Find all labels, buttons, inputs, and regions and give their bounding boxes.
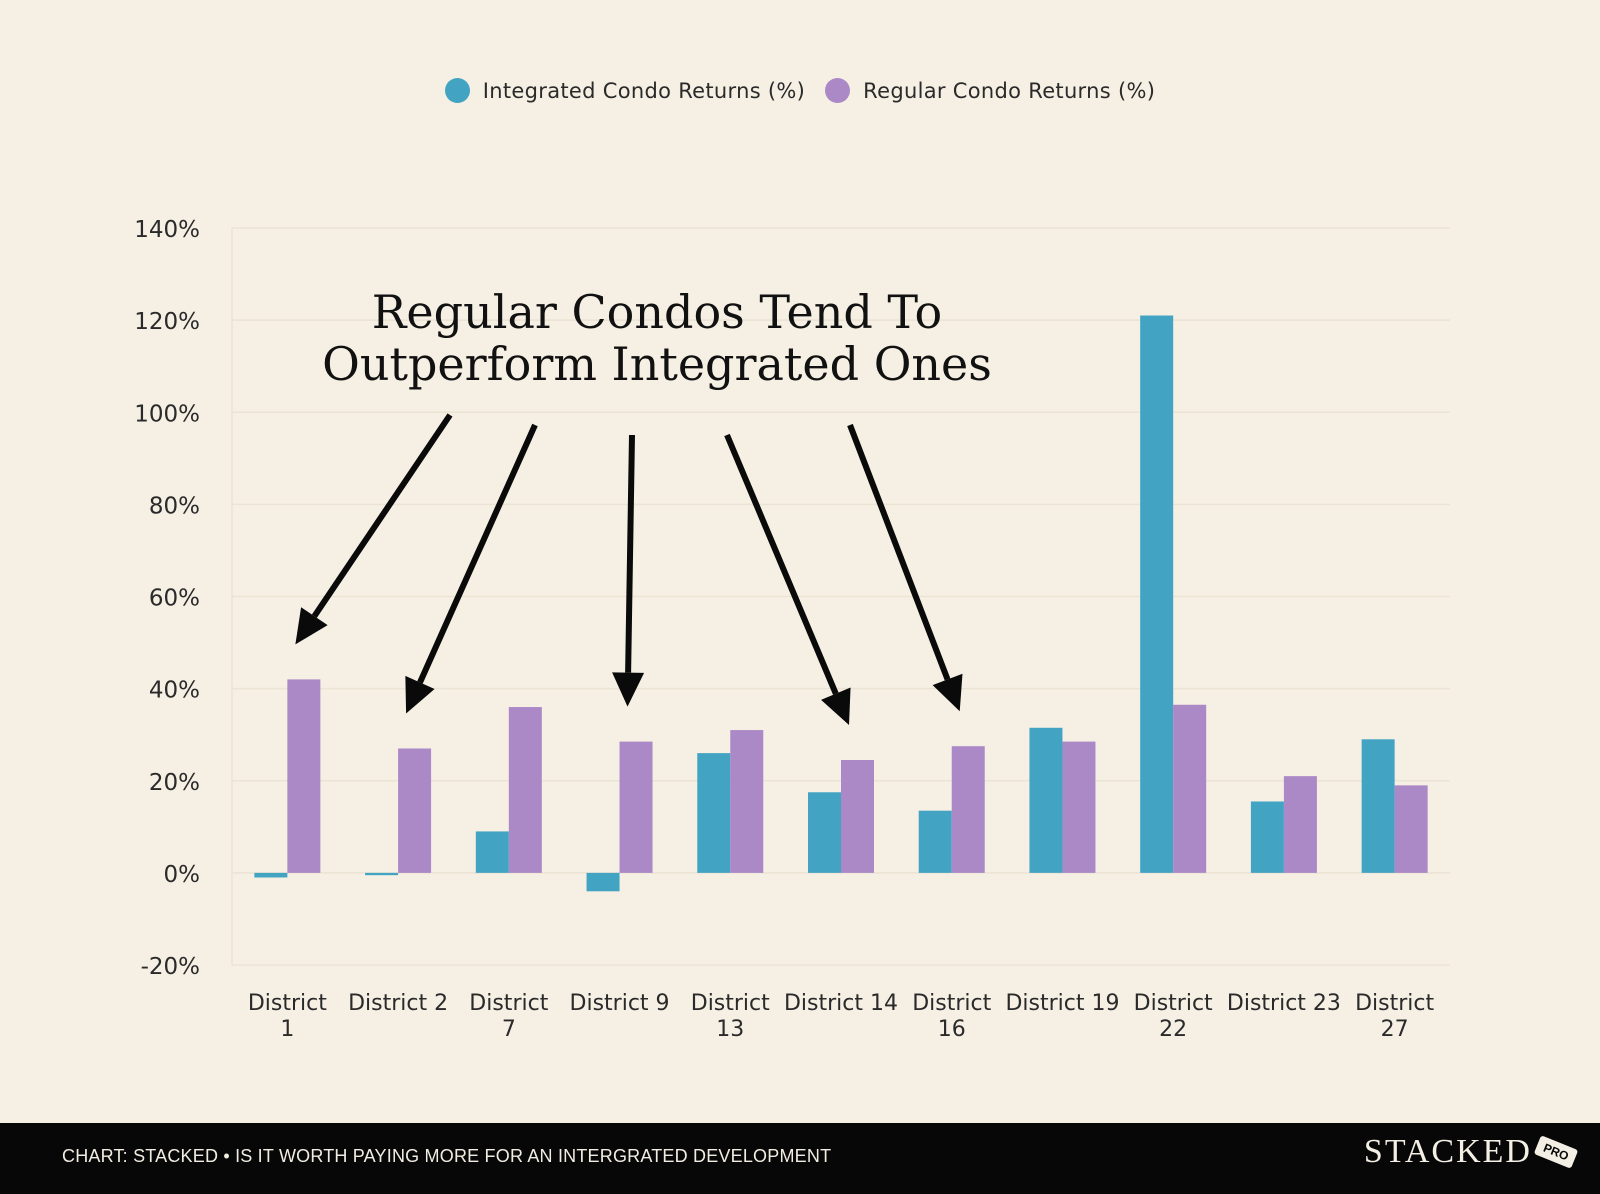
x-tick-label: District 7 <box>469 991 548 1042</box>
bar-regular <box>1283 776 1317 873</box>
bar-integrated <box>365 872 399 876</box>
x-tick-label: District 9 <box>570 991 670 1016</box>
x-tick-label: District 16 <box>912 991 991 1042</box>
legend: Integrated Condo Returns (%) Regular Con… <box>0 78 1600 103</box>
annotation-arrow-head <box>932 673 963 712</box>
brand-logo[interactable]: STACKED PRO <box>1363 1133 1579 1171</box>
bar-integrated <box>1250 801 1284 873</box>
legend-item-integrated[interactable]: Integrated Condo Returns (%) <box>444 78 806 103</box>
bar-regular <box>841 760 874 873</box>
annotation-arrow-head <box>405 675 435 714</box>
pro-badge: PRO <box>1533 1135 1579 1169</box>
bar-chart: -20% 0% 20% 40% 60% 80% 100% 120% 140% District 1… <box>134 217 1450 1042</box>
y-tick-label: 20% <box>149 770 200 796</box>
annotation-arrow-shaft <box>311 413 453 618</box>
bar-regular <box>951 746 985 873</box>
bar-integrated <box>697 753 731 873</box>
x-tick-label: District 13 <box>691 991 770 1042</box>
bars <box>254 315 1428 892</box>
bar-regular <box>730 730 764 873</box>
annotation-arrow-shaft <box>724 433 839 695</box>
legend-label-regular: Regular Condo Returns (%) <box>863 78 1156 103</box>
regular-swatch-icon <box>825 78 851 103</box>
x-tick-label: District 14 <box>784 991 898 1016</box>
bar-regular <box>398 748 432 873</box>
bar-integrated <box>586 872 620 892</box>
footer-caption: CHART: STACKED • IS IT WORTH PAYING MORE… <box>62 1146 832 1166</box>
x-tick-label: District 19 <box>1005 991 1119 1016</box>
y-tick-label: 60% <box>149 586 200 612</box>
annotation-arrow-shaft <box>847 423 951 681</box>
annotation: Regular Condos Tend To Outperform Integr… <box>322 285 992 391</box>
y-tick-label: 40% <box>149 678 200 704</box>
legend-item-regular[interactable]: Regular Condo Returns (%) <box>825 78 1155 103</box>
x-tick-label: District 2 <box>348 991 448 1016</box>
annotation-arrow-head <box>821 687 851 726</box>
y-tick-label: 0% <box>164 862 201 888</box>
annotation-arrow-shaft <box>625 434 635 673</box>
y-tick-label: -20% <box>141 954 200 980</box>
legend-label-integrated: Integrated Condo Returns (%) <box>482 78 806 103</box>
annotation-line-2: Outperform Integrated Ones <box>322 337 992 391</box>
y-tick-label: 100% <box>134 401 200 427</box>
bar-regular <box>508 707 542 873</box>
annotation-arrows <box>295 413 963 726</box>
x-tick-label: District 27 <box>1355 991 1434 1042</box>
bar-regular <box>619 741 653 873</box>
bar-integrated <box>475 831 509 873</box>
footer-bar: CHART: STACKED • IS IT WORTH PAYING MORE… <box>0 1123 1600 1194</box>
integrated-swatch-icon <box>444 78 470 103</box>
bar-regular <box>1394 785 1428 873</box>
x-tick-label: District 1 <box>248 991 327 1042</box>
bar-regular <box>287 679 321 873</box>
bar-integrated <box>918 810 952 873</box>
annotation-arrow-head <box>295 607 328 645</box>
y-tick-label: 140% <box>134 217 200 243</box>
x-axis-ticks: District 1 District 2 District 7 District 9 Di… <box>248 991 1435 1042</box>
bar-integrated <box>1361 739 1395 873</box>
bar-regular <box>1062 741 1096 873</box>
y-tick-label: 80% <box>149 493 200 519</box>
brand-name: STACKED <box>1363 1133 1532 1170</box>
grid-lines <box>231 227 1450 966</box>
bar-integrated <box>1140 315 1174 873</box>
bar-regular <box>1173 704 1207 873</box>
y-tick-label: 120% <box>134 309 200 335</box>
annotation-arrow-head <box>612 672 645 707</box>
bar-integrated <box>808 792 841 873</box>
bar-integrated <box>254 872 288 878</box>
annotation-line-1: Regular Condos Tend To <box>372 285 942 339</box>
annotation-arrow-shaft <box>417 423 538 684</box>
x-tick-label: District 22 <box>1134 991 1213 1042</box>
bar-integrated <box>1029 727 1063 873</box>
y-axis-ticks: -20% 0% 20% 40% 60% 80% 100% 120% 140% <box>134 217 200 980</box>
x-tick-label: District 23 <box>1227 991 1341 1016</box>
